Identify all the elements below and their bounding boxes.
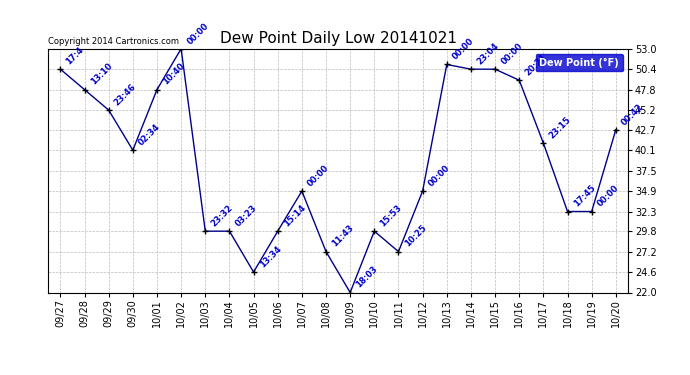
Text: 00:00: 00:00 — [427, 163, 452, 188]
Text: 03:23: 03:23 — [234, 203, 259, 228]
Text: 20:21: 20:21 — [524, 52, 549, 77]
Text: Copyright 2014 Cartronics.com: Copyright 2014 Cartronics.com — [48, 38, 179, 46]
Text: 23:32: 23:32 — [210, 203, 235, 228]
Text: 11:43: 11:43 — [331, 224, 355, 249]
Text: 23:15: 23:15 — [548, 115, 573, 140]
Text: 00:00: 00:00 — [500, 41, 524, 66]
Text: 15:14: 15:14 — [282, 203, 307, 228]
Text: 10:25: 10:25 — [403, 224, 428, 249]
Text: 17:4: 17:4 — [65, 45, 86, 66]
Text: 00:00: 00:00 — [451, 37, 476, 62]
Text: 23:46: 23:46 — [113, 82, 138, 107]
Text: 10:40: 10:40 — [161, 62, 186, 87]
Legend: Dew Point (°F): Dew Point (°F) — [535, 54, 623, 72]
Text: 18:03: 18:03 — [355, 265, 380, 290]
Text: 13:34: 13:34 — [258, 244, 283, 269]
Text: 02:34: 02:34 — [137, 122, 162, 147]
Text: 15:53: 15:53 — [379, 203, 404, 228]
Text: 00:00: 00:00 — [186, 21, 210, 46]
Text: 00:42: 00:42 — [620, 102, 645, 127]
Text: 00:00: 00:00 — [596, 184, 621, 209]
Text: 23:04: 23:04 — [475, 41, 500, 66]
Text: 00:00: 00:00 — [306, 163, 331, 188]
Text: 17:45: 17:45 — [572, 183, 597, 209]
Title: Dew Point Daily Low 20141021: Dew Point Daily Low 20141021 — [219, 31, 457, 46]
Text: 13:10: 13:10 — [89, 62, 114, 87]
